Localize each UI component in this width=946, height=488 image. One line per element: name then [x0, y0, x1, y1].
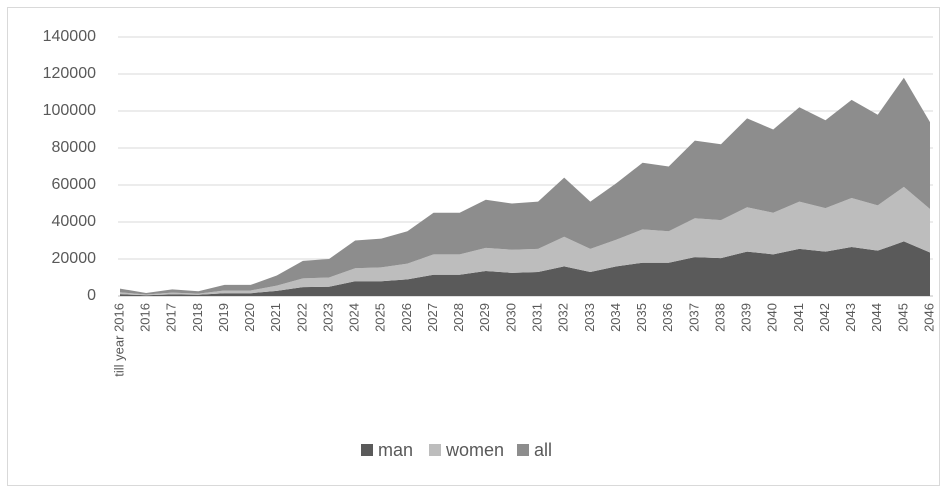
x-tick-label: 2022 — [294, 303, 309, 332]
area — [120, 241, 930, 296]
x-tick-label: 2026 — [399, 303, 414, 332]
x-tick-label: 2032 — [556, 303, 571, 332]
x-tick-label: 2017 — [164, 303, 179, 332]
x-tick-label: 2042 — [817, 303, 832, 332]
y-tick-label: 20000 — [52, 250, 97, 267]
x-tick-label: 2045 — [895, 303, 910, 332]
x-tick-label: 2041 — [791, 303, 806, 332]
area — [120, 186, 930, 296]
x-tick-label: 2018 — [190, 303, 205, 332]
x-tick-label: 2034 — [608, 303, 623, 332]
legend-swatch — [517, 444, 529, 456]
x-tick-label: 2023 — [320, 303, 335, 332]
y-tick-label: 140000 — [43, 28, 96, 45]
x-tick-label: 2029 — [477, 303, 492, 332]
x-tick-label: 2030 — [503, 303, 518, 332]
x-tick-label: 2040 — [765, 303, 780, 332]
x-tick-label: 2039 — [739, 303, 754, 332]
x-tick-label: 2038 — [712, 303, 727, 332]
legend-label: man — [378, 440, 413, 460]
y-tick-label: 120000 — [43, 65, 96, 82]
x-tick-label: 2033 — [582, 303, 597, 332]
y-tick-label: 40000 — [52, 213, 97, 230]
x-tick-label: 2016 — [138, 303, 153, 332]
legend-swatch — [361, 444, 373, 456]
x-tick-label: 2020 — [242, 303, 257, 332]
x-tick-label: 2019 — [216, 303, 231, 332]
y-tick-label: 60000 — [52, 176, 97, 193]
x-tick-label: 2028 — [451, 303, 466, 332]
x-tick-label: 2024 — [347, 303, 362, 332]
x-tick-label: 2031 — [530, 303, 545, 332]
x-tick-label: 2043 — [843, 303, 858, 332]
y-tick-label: 80000 — [52, 139, 97, 156]
x-tick-label: 2044 — [869, 303, 884, 332]
x-tick-label: 2037 — [686, 303, 701, 332]
legend-label: women — [445, 440, 504, 460]
y-tick-label: 0 — [87, 287, 96, 304]
y-tick-label: 100000 — [43, 102, 96, 119]
legend-swatch — [429, 444, 441, 456]
x-tick-label: 2036 — [660, 303, 675, 332]
legend-label: all — [534, 440, 552, 460]
x-tick-label: 2025 — [373, 303, 388, 332]
x-tick-label: 2027 — [425, 303, 440, 332]
x-tick-label: 2035 — [634, 303, 649, 332]
x-tick-label: till year 2016 — [111, 303, 126, 377]
x-tick-label: 2021 — [268, 303, 283, 332]
area — [120, 77, 930, 295]
x-tick-label: 2046 — [921, 303, 936, 332]
